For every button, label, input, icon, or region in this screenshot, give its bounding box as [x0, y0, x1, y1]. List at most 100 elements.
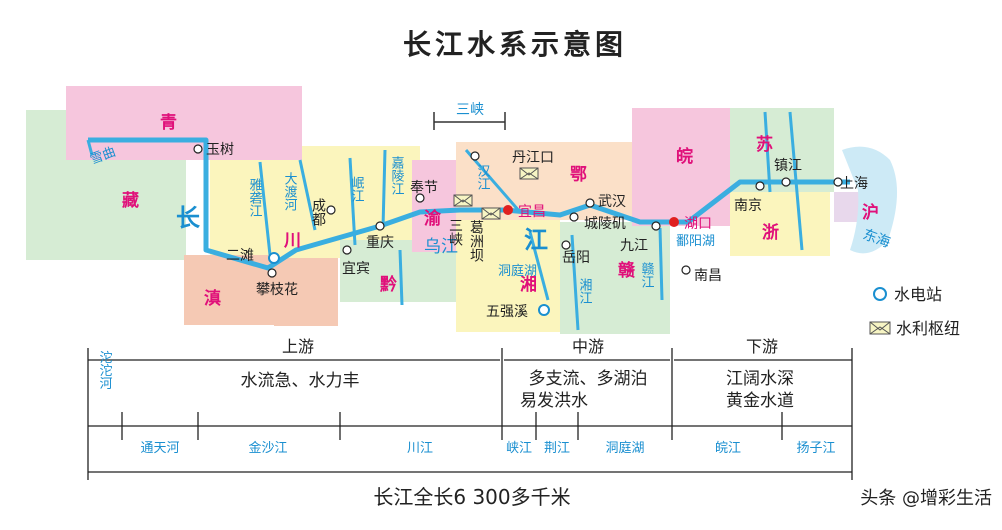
city-nanjing: 南京 [734, 198, 762, 214]
province-e: 鄂 [570, 165, 587, 185]
reach-lower-desc-2: 黄金水道 [726, 391, 794, 411]
reach-lower-label: 下游 [746, 337, 778, 356]
city-jiujiang: 九江 [620, 238, 648, 254]
city-yueyang: 岳阳 [562, 250, 590, 266]
city-chengdu: 成都 [310, 198, 326, 226]
total-length-label: 长江全长6 300多千米 [373, 485, 570, 509]
segment-chuan: 川江 [407, 441, 433, 456]
area-yu [412, 160, 458, 252]
dam-gezhouba: 葛洲坝 [468, 220, 484, 262]
city-dot-yueyang [561, 240, 571, 250]
city-dot-panzhihua [267, 268, 277, 278]
city-shanghai: 上海 [840, 176, 868, 192]
city-yushu: 玉树 [206, 142, 234, 158]
water-hub-sanxia-icon-mark [453, 194, 473, 207]
segment-jinsha: 金沙江 [248, 440, 287, 456]
city-fengjie: 奉节 [410, 180, 438, 196]
province-zhe: 浙 [762, 222, 779, 243]
river-jialing-label: 嘉陵江 [389, 156, 405, 195]
province-yu: 渝 [424, 208, 442, 229]
province-labels: 青 藏 川 滇 渝 黔 鄂 湘 赣 皖 苏 浙 沪 [122, 112, 879, 309]
reach-upper-label: 上游 [282, 337, 314, 356]
lake-poyang-label: 鄱阳湖 [676, 234, 715, 249]
city-zhenjiang: 镇江 [774, 158, 802, 174]
city-dot-nanjing [755, 181, 765, 191]
city-dot-yushu [193, 144, 203, 154]
city-dot-chongqing [375, 221, 385, 231]
wu-river-line [398, 249, 404, 306]
dam-sanxia: 三峡 [447, 218, 463, 246]
province-wan: 皖 [676, 146, 693, 167]
province-xiang: 湘 [520, 274, 537, 295]
segment-xia: 峡江 [506, 441, 532, 456]
dadu-river-line [298, 159, 317, 231]
reach-middle-label: 中游 [572, 337, 604, 356]
reach-middle-desc-2: 易发洪水 [520, 391, 588, 411]
min-river-line [348, 157, 357, 246]
river-yalong-label: 雅砻江 [247, 178, 263, 217]
area-chuan-east [302, 146, 420, 258]
city-dot-chenglingji [569, 212, 579, 222]
river-gan-label: 赣江 [639, 262, 655, 288]
hydro-station-erlan-icon [268, 252, 280, 264]
gan-river-line [658, 227, 664, 301]
province-qian: 黔 [380, 274, 397, 295]
province-zang: 藏 [122, 191, 139, 211]
east-sea-area [842, 146, 898, 254]
gorge-label: 三峡 [456, 102, 484, 118]
yuan-river-line [528, 231, 550, 301]
river-wu-label: 乌江 [424, 237, 458, 257]
area-chuan-west [210, 160, 302, 260]
province-qing: 青 [160, 112, 177, 133]
area-e [456, 142, 636, 220]
river-xiang-label: 湘江 [577, 278, 593, 304]
river-source-line [86, 139, 94, 156]
city-dot-hukou [669, 217, 679, 227]
river-chang-label: 长 [176, 204, 201, 232]
city-dot-nanchang [681, 265, 691, 275]
city-yichang: 宜昌 [518, 204, 546, 220]
lake-dongting-label: 洞庭湖 [498, 263, 537, 279]
segment-labels: 沱沱河 通天河 金沙江 川江 峡江 荆江 洞庭湖 皖江 扬子江 [97, 350, 836, 456]
segment-dongtinghu: 洞庭湖 [605, 440, 644, 456]
city-chenglingji: 城陵矶 [584, 216, 626, 232]
water-hubs [453, 167, 539, 220]
river-min-label: 岷江 [349, 176, 365, 202]
reach-labels: 上游 中游 下游 水流急、水力丰 多支流、多湖泊 易发洪水 江阔水深 黄金水道 [241, 337, 795, 411]
dam-labels: 三峡 葛洲坝 [447, 218, 484, 262]
city-yibin: 宜宾 [342, 261, 370, 277]
city-dot-chengdu [326, 205, 336, 215]
vertical-river-labels: 雅砻江 大渡河 岷江 嘉陵江 汉江 湘江 赣江 [247, 156, 655, 304]
city-dot-danjiangkou [470, 151, 480, 161]
segment-jing: 荆江 [544, 440, 570, 456]
yalong-river-line [258, 161, 272, 256]
gorge-marker: 三峡 [433, 102, 506, 130]
city-wuqiangxi: 五强溪 [486, 304, 528, 320]
city-dot-yichang [503, 205, 513, 215]
legend-hydro-icon [873, 287, 887, 301]
xiang-river-line [570, 234, 580, 331]
city-labels: 玉树 成都 奉节 丹江口 武汉 二滩 攀枝花 宜宾 重庆 宜昌 城陵矶 岳阳 九… [193, 142, 868, 320]
city-wuhan: 武汉 [598, 194, 626, 210]
province-dian: 滇 [204, 288, 221, 309]
segment-wan: 皖江 [715, 441, 741, 456]
legend: 水电站 水利枢纽 [869, 285, 960, 338]
province-gan: 赣 [618, 260, 636, 281]
hydro-stations [268, 252, 550, 316]
tributaries [258, 111, 804, 331]
area-zhe [730, 192, 830, 256]
watermark: 头条 @增彩生活 [860, 488, 992, 509]
city-dot-shanghai [833, 177, 843, 187]
city-dot-yibin [342, 245, 352, 255]
segment-tuotuo: 沱沱河 [97, 350, 113, 390]
map-title: 长江水系示意图 [403, 28, 627, 61]
legend-hydro-label: 水电站 [894, 285, 942, 304]
province-su: 苏 [756, 134, 773, 155]
city-dot-jiujiang [651, 221, 661, 231]
river-han-label: 汉江 [475, 164, 491, 190]
province-chuan: 川 [283, 231, 301, 251]
hydro-station-wuqiangxi-icon [538, 304, 550, 316]
reach-upper-desc: 水流急、水力丰 [241, 371, 360, 391]
